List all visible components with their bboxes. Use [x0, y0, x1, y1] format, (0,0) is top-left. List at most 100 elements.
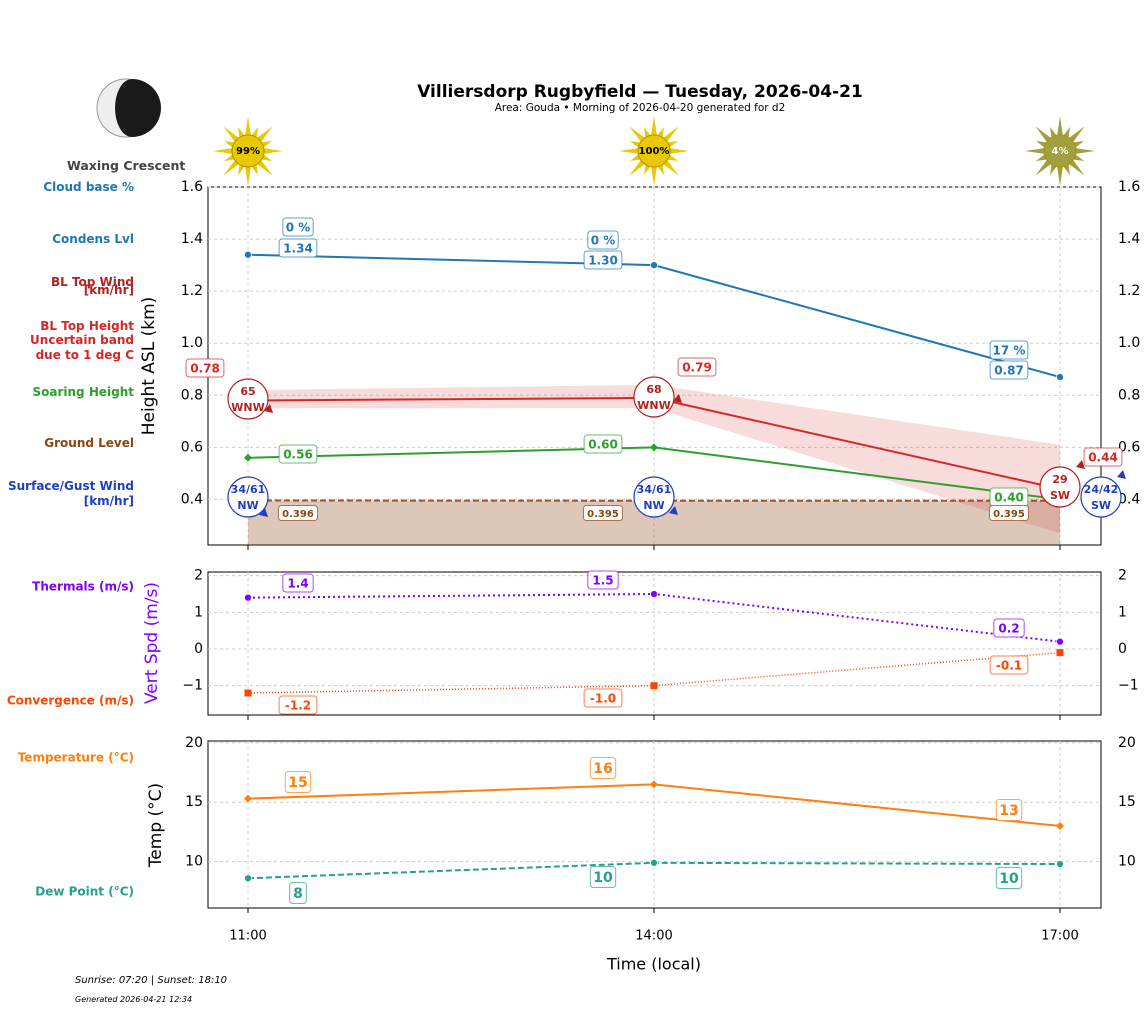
sun-ray — [256, 126, 273, 143]
cloud-base-percent-label: 0 % — [591, 234, 616, 248]
ground-level-label-box — [278, 505, 318, 521]
y-tick-label-left: 1.2 — [181, 283, 203, 299]
bltop-height-label-box — [677, 357, 717, 377]
temperature-label-box — [995, 799, 1023, 821]
row-label: Thermals (m/s) — [32, 580, 134, 594]
row-label-line: [km/hr] — [84, 283, 134, 297]
sun-ray — [256, 159, 273, 176]
temperature-label: 13 — [999, 803, 1018, 819]
row-label: Condens Lvl — [52, 232, 134, 246]
sun-ray — [662, 159, 679, 176]
dew-point-label-box — [289, 882, 307, 904]
temp-point — [244, 794, 252, 803]
bltop-wind-circle — [633, 376, 675, 418]
dew-point-label-box — [995, 867, 1023, 889]
thermal-point — [650, 590, 658, 598]
thermal-label: 0.2 — [998, 622, 1019, 636]
ground-level-label: 0.396 — [282, 509, 314, 520]
bltop-wind-direction: WNW — [637, 399, 670, 412]
sun-ray — [662, 126, 679, 143]
bltop-wind-speed: 68 — [646, 383, 661, 396]
temperature-label-box — [284, 771, 312, 793]
sun-ray — [245, 165, 251, 186]
soaring-height-label: 0.60 — [588, 438, 618, 452]
row-label-line: [km/hr] — [84, 494, 134, 508]
soaring-point — [650, 443, 658, 452]
sun-icon — [619, 116, 689, 186]
surface-wind-arrow-icon — [1117, 470, 1126, 479]
moon-shadow — [115, 79, 161, 137]
sun-ray — [1035, 159, 1052, 176]
condens-point — [244, 250, 252, 259]
row-label-line: Uncertain band — [30, 333, 134, 347]
sun-ray — [1068, 126, 1085, 143]
condens-point — [650, 261, 658, 269]
condens-level-label-box — [583, 250, 623, 270]
temperature-label: 16 — [593, 761, 612, 777]
row-label: Surface/Gust Wind [km/hr] — [8, 479, 134, 508]
dew-point — [244, 874, 252, 883]
sun-ray — [245, 116, 251, 137]
dew-point — [650, 858, 658, 867]
condens-level-label: 1.30 — [588, 254, 618, 268]
convergence-label-box — [278, 695, 318, 715]
temp-point — [650, 780, 658, 789]
row-label-line: Surface/Gust Wind — [8, 479, 134, 493]
bltop-uncertainty-band — [248, 384, 1060, 534]
row-label-line: Cloud base % — [43, 180, 134, 194]
row-label: Cloud base % — [43, 180, 134, 194]
sun-ray — [223, 159, 240, 176]
temp-point — [1056, 821, 1064, 830]
y-tick-label-right: 1.6 — [1118, 179, 1140, 195]
moon-phase-label: Waxing Crescent — [67, 158, 186, 173]
thermal-label-box — [282, 573, 314, 593]
row-label: Dew Point (°C) — [35, 885, 134, 899]
x-tick-label: 14:00 — [635, 929, 672, 944]
y-tick-label-right: 10 — [1118, 854, 1136, 870]
sun-ray — [1074, 148, 1095, 154]
condens-level-label: 0.87 — [994, 364, 1024, 378]
dew-point — [1056, 860, 1064, 868]
bltop-wind-circle — [1039, 466, 1081, 508]
sun-ray — [213, 148, 234, 154]
thermal-label-box — [993, 618, 1025, 638]
sun-ray — [629, 126, 646, 143]
sun-percent-label: 4% — [1052, 146, 1069, 157]
bltop-height-label: 0.78 — [190, 362, 220, 376]
ground-level-label: 0.395 — [587, 509, 619, 520]
sun-ray — [1068, 159, 1085, 176]
y-tick-label-left: 0.8 — [181, 387, 203, 403]
bltop-height-label: 0.79 — [682, 361, 712, 375]
row-label: BL Top Height Uncertain band due to 1 deg … — [30, 319, 134, 362]
thermal-label-box — [587, 570, 619, 590]
thermal-label: 1.5 — [592, 574, 613, 588]
bltop-wind-direction: WNW — [231, 401, 264, 414]
bltop-height-label-box — [185, 358, 225, 378]
sun-ray — [223, 126, 240, 143]
y-tick-label-right: 0 — [1118, 641, 1127, 657]
sun-ray — [1057, 165, 1063, 186]
sun-ray — [1057, 116, 1063, 137]
dew-point-label-box — [589, 866, 617, 888]
row-label: Ground Level — [44, 436, 134, 450]
sun-disc — [637, 134, 671, 168]
surface-wind-speed: 34/61 — [231, 483, 266, 496]
y-tick-label-right: −1 — [1118, 678, 1139, 694]
bltop-wind-direction: SW — [1050, 489, 1070, 502]
soaring-height-label-box — [583, 434, 623, 454]
y-tick-label-left: −1 — [182, 678, 203, 694]
page-title: Villiersdorp Rugbyfield — Tuesday, 2026-… — [417, 82, 863, 102]
row-label-line: BL Top Height — [40, 319, 134, 333]
sun-ray — [668, 148, 689, 154]
conv-line — [247, 651, 1061, 694]
row-label-line: Ground Level — [44, 436, 134, 450]
temperature-label-box — [589, 757, 617, 779]
conv-point — [650, 682, 658, 690]
y-tick-label-right: 1.0 — [1118, 335, 1140, 351]
x-tick-label: 17:00 — [1041, 929, 1078, 944]
y-tick-label-right: 0.6 — [1118, 439, 1140, 455]
x-tick-label: 11:00 — [229, 929, 266, 944]
y-tick-label-left: 0.6 — [181, 439, 203, 455]
dew-point-label: 8 — [293, 886, 303, 902]
row-label-line: Soaring Height — [33, 385, 135, 399]
